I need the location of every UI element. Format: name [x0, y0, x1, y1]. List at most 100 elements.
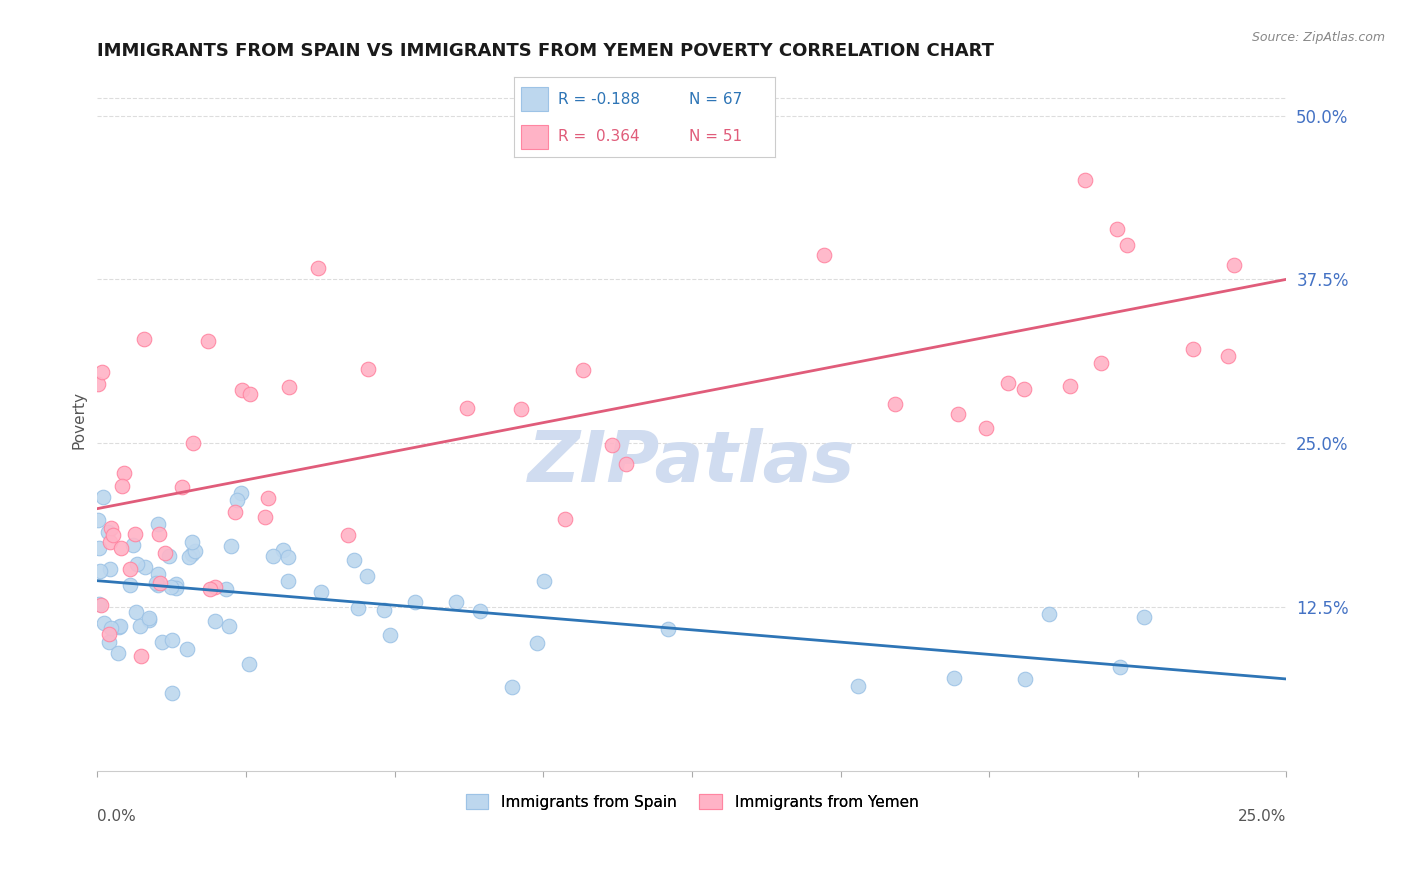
Point	[90, 598, 112, 612]
Point	[1181, 343, 1204, 357]
Point	[100, 561, 122, 575]
Point	[181, 547, 204, 561]
Point	[238, 657, 260, 671]
Point	[179, 549, 201, 564]
Point	[87, 513, 110, 527]
Point	[1116, 237, 1139, 252]
Text: 0.0%: 0.0%	[97, 809, 136, 824]
Point	[347, 601, 370, 615]
Point	[378, 628, 401, 642]
Point	[309, 585, 332, 599]
Point	[118, 562, 141, 576]
Point	[356, 569, 378, 583]
Point	[148, 578, 170, 592]
Point	[224, 505, 246, 519]
Point	[614, 457, 637, 471]
Point	[231, 383, 253, 397]
Point	[1012, 382, 1035, 396]
Point	[204, 580, 226, 594]
Point	[343, 553, 366, 567]
Point	[98, 535, 121, 549]
Point	[204, 614, 226, 628]
Point	[1132, 610, 1154, 624]
Point	[108, 620, 131, 634]
Point	[153, 546, 176, 560]
Point	[1105, 222, 1128, 236]
Point	[150, 635, 173, 649]
Point	[159, 549, 181, 563]
Point	[110, 541, 132, 555]
Point	[356, 361, 378, 376]
Point	[181, 535, 204, 549]
Point	[124, 527, 146, 541]
Point	[1059, 379, 1081, 393]
Point	[225, 493, 247, 508]
Point	[181, 436, 204, 450]
Point	[1074, 173, 1097, 187]
Point	[533, 574, 555, 588]
Point	[129, 619, 152, 633]
Point	[100, 621, 122, 635]
Point	[468, 604, 491, 618]
Point	[262, 549, 284, 564]
Point	[97, 525, 120, 540]
Point	[148, 527, 170, 541]
Text: 25.0%: 25.0%	[1239, 809, 1286, 824]
Point	[112, 467, 135, 481]
Point	[572, 363, 595, 377]
Point	[100, 521, 122, 535]
Point	[215, 582, 238, 596]
Point	[98, 627, 121, 641]
Point	[257, 491, 280, 505]
Point	[1109, 660, 1132, 674]
Point	[145, 576, 167, 591]
Point	[87, 597, 110, 611]
Point	[813, 248, 835, 262]
Point	[176, 642, 198, 657]
Point	[91, 491, 114, 505]
Point	[93, 616, 115, 631]
Point	[271, 543, 294, 558]
Text: ZIPatlas: ZIPatlas	[529, 428, 856, 497]
Point	[111, 479, 134, 493]
Point	[219, 539, 242, 553]
Point	[404, 594, 426, 608]
Y-axis label: Poverty: Poverty	[72, 392, 86, 450]
Point	[974, 421, 997, 435]
Point	[510, 402, 533, 417]
Point	[277, 574, 299, 589]
Point	[97, 634, 120, 648]
Point	[87, 541, 110, 555]
Point	[337, 528, 360, 542]
Point	[600, 438, 623, 452]
Point	[229, 486, 252, 500]
Point	[89, 564, 111, 578]
Point	[146, 516, 169, 531]
Point	[307, 260, 329, 275]
Point	[997, 376, 1019, 390]
Point	[122, 537, 145, 551]
Point	[444, 595, 467, 609]
Point	[132, 332, 155, 346]
Point	[138, 611, 160, 625]
Point	[107, 647, 129, 661]
Point	[1038, 607, 1060, 622]
Point	[129, 648, 152, 663]
Point	[87, 377, 110, 392]
Point	[134, 560, 156, 574]
Point	[884, 397, 907, 411]
Point	[1216, 349, 1239, 363]
Point	[91, 366, 114, 380]
Point	[501, 680, 523, 694]
Point	[946, 407, 969, 421]
Point	[554, 512, 576, 526]
Legend: Immigrants from Spain, Immigrants from Yemen: Immigrants from Spain, Immigrants from Y…	[460, 788, 924, 815]
Point	[138, 613, 160, 627]
Point	[101, 528, 124, 542]
Point	[373, 602, 395, 616]
Point	[456, 401, 478, 416]
Point	[149, 575, 172, 590]
Point	[1090, 356, 1112, 370]
Point	[159, 580, 181, 594]
Point	[146, 567, 169, 582]
